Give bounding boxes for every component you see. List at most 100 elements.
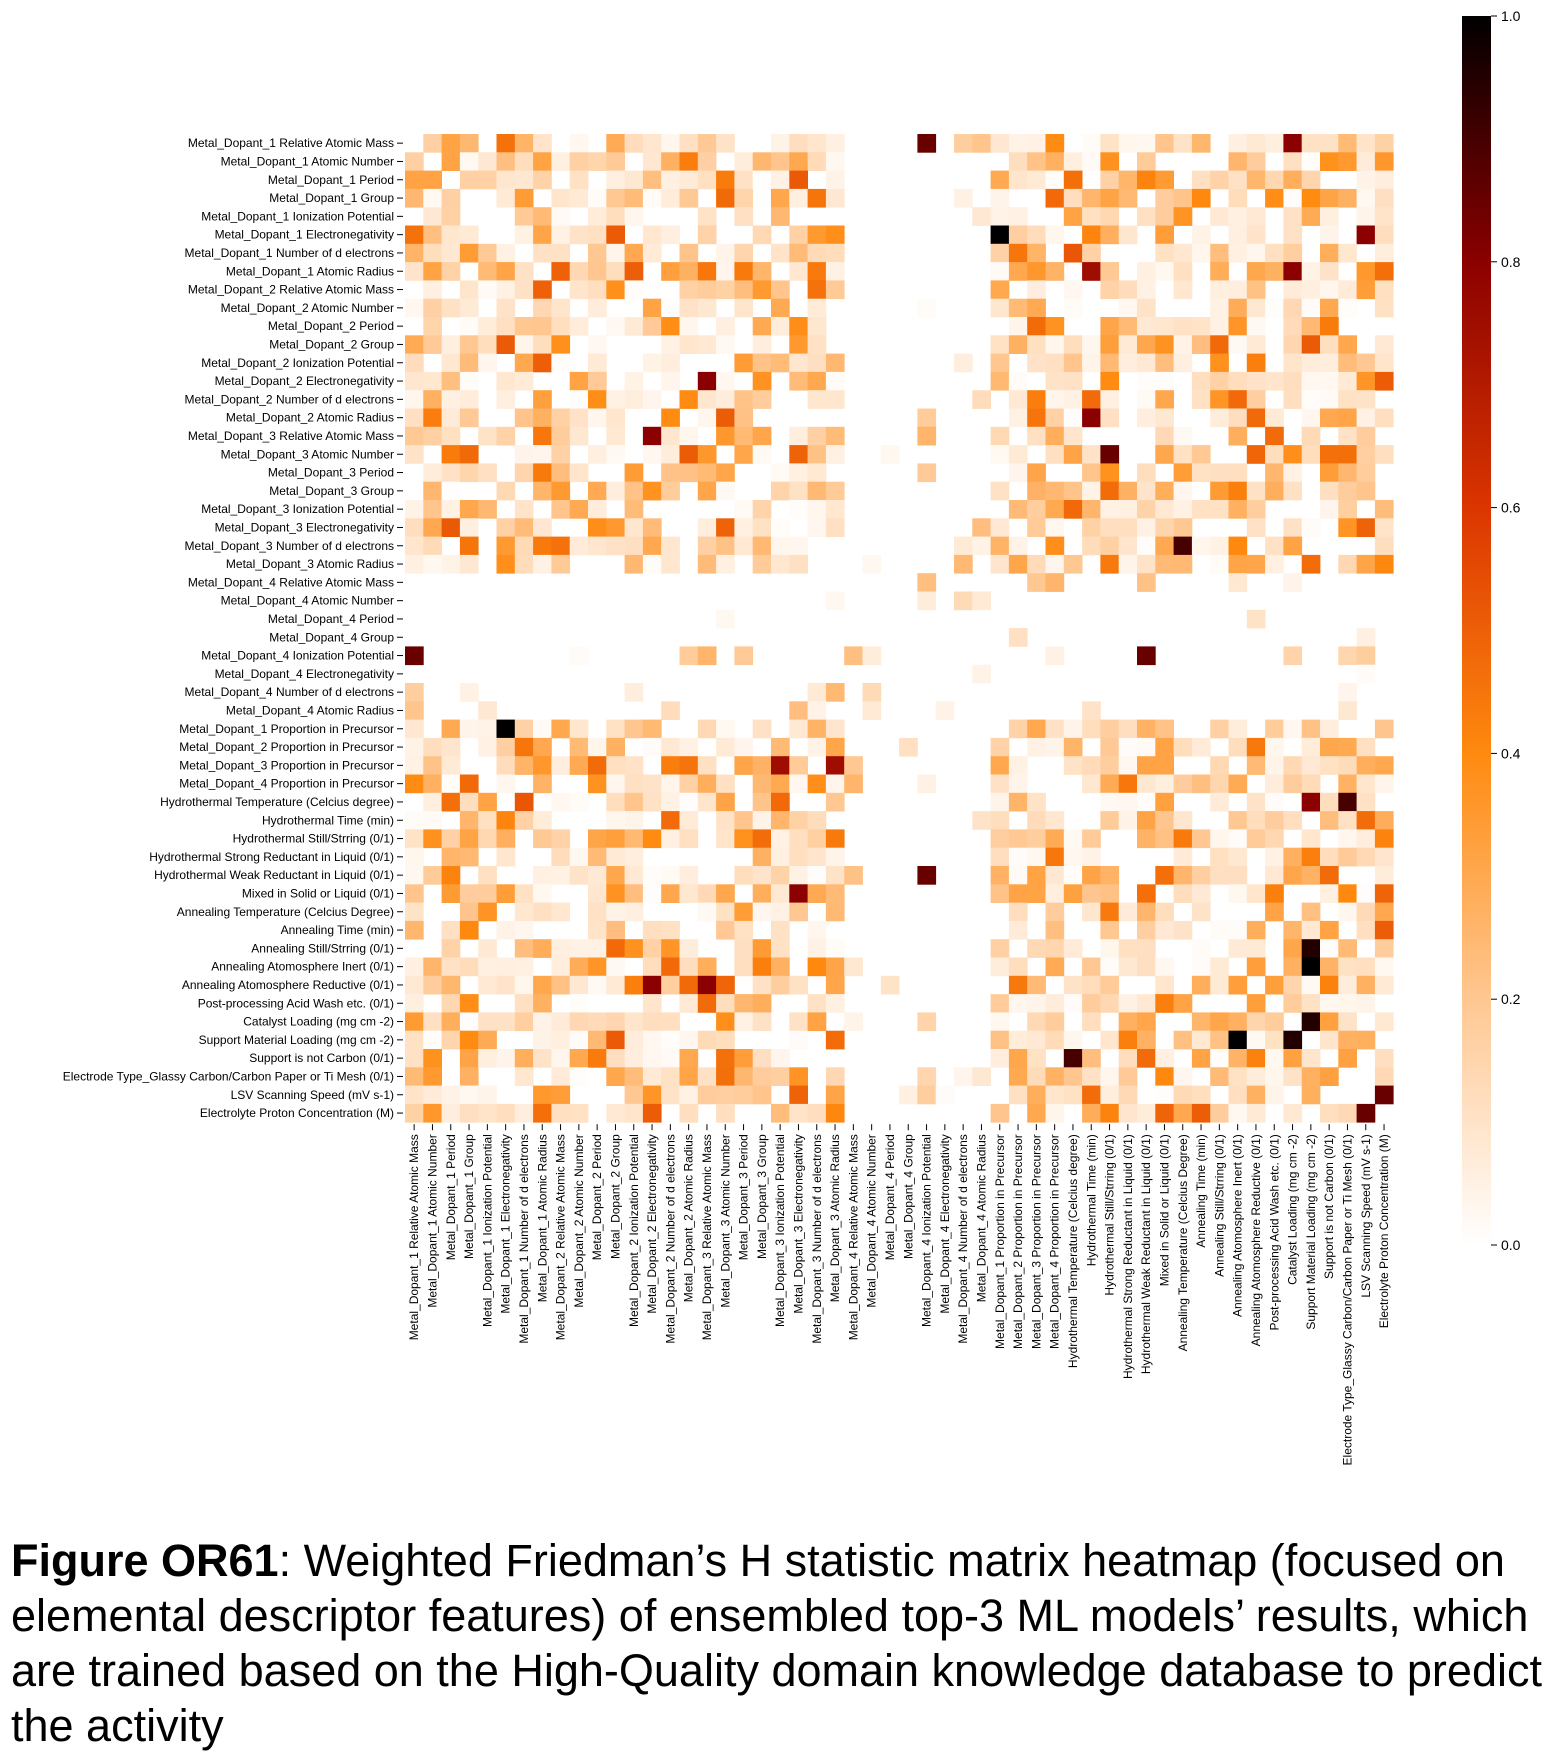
- heatmap-cell: [1338, 188, 1357, 208]
- heatmap-cell: [1137, 573, 1156, 592]
- heatmap-cell: [954, 353, 973, 373]
- heatmap-cell: [825, 390, 845, 409]
- heatmap-cell: [1374, 371, 1394, 391]
- heatmap-cell: [569, 1030, 589, 1050]
- heatmap-cell: [1228, 170, 1248, 190]
- heatmap-cell: [825, 774, 845, 794]
- heatmap-cell: [459, 994, 479, 1013]
- heatmap-cell: [1246, 1030, 1266, 1050]
- heatmap-cell: [807, 298, 827, 318]
- heatmap-cell: [1356, 280, 1376, 300]
- heatmap-cell: [1320, 847, 1339, 867]
- heatmap-cell: [514, 975, 534, 995]
- heatmap-cell: [624, 170, 644, 190]
- heatmap-cells: [405, 134, 1394, 1123]
- heatmap-cell: [661, 408, 680, 428]
- heatmap-cell: [771, 1049, 790, 1068]
- heatmap-cell: [697, 371, 717, 391]
- heatmap-cell: [1155, 1103, 1174, 1123]
- heatmap-cell: [697, 335, 717, 354]
- heatmap-cell: [1137, 207, 1156, 226]
- heatmap-cell: [496, 298, 516, 318]
- heatmap-cell: [1246, 756, 1266, 775]
- heatmap-cell: [642, 134, 662, 153]
- heatmap-cell: [1228, 829, 1248, 849]
- heatmap-cell: [679, 1030, 699, 1050]
- heatmap-cell: [716, 317, 735, 336]
- heatmap-cell: [423, 1085, 442, 1105]
- heatmap-cell: [1137, 829, 1156, 849]
- heatmap-cell: [990, 134, 1010, 153]
- heatmap-cell: [1027, 262, 1046, 281]
- colorbar-tick-label: 0.8: [1501, 254, 1521, 270]
- heatmap-cell: [1027, 335, 1046, 354]
- heatmap-cell: [606, 445, 625, 464]
- heatmap-cell: [1246, 957, 1266, 977]
- heatmap-cell: [734, 152, 754, 171]
- heatmap-cell: [588, 518, 607, 537]
- heatmap-cell: [1137, 792, 1156, 812]
- heatmap-cell: [1045, 1103, 1065, 1123]
- heatmap-cell: [679, 170, 699, 190]
- heatmap-cell: [697, 207, 717, 226]
- heatmap-cell: [1246, 737, 1266, 757]
- heatmap-cell: [606, 920, 625, 940]
- heatmap-cell: [1356, 975, 1376, 995]
- heatmap-cell: [917, 426, 937, 446]
- heatmap-cell: [716, 554, 735, 574]
- heatmap-cell: [1045, 371, 1065, 391]
- heatmap-cell: [1228, 884, 1248, 903]
- heatmap-cell: [990, 847, 1010, 867]
- heatmap-cell: [551, 866, 571, 885]
- heatmap-cell: [1082, 847, 1101, 867]
- heatmap-cell: [1191, 1049, 1211, 1068]
- heatmap-cell: [1100, 737, 1120, 757]
- heatmap-cell: [496, 170, 516, 190]
- heatmap-cell: [496, 152, 516, 171]
- heatmap-cell: [1301, 170, 1321, 190]
- heatmap-cell: [1045, 994, 1065, 1013]
- heatmap-cell: [1045, 902, 1065, 922]
- heatmap-cell: [459, 902, 479, 922]
- heatmap-cell: [1228, 481, 1248, 501]
- heatmap-cell: [642, 170, 662, 190]
- heatmap-cell: [1173, 353, 1193, 373]
- heatmap-cell: [642, 518, 662, 537]
- heatmap-cell: [716, 536, 735, 556]
- heatmap-cell: [1173, 500, 1193, 519]
- heatmap-cell: [1374, 554, 1394, 574]
- heatmap-cell: [588, 243, 607, 263]
- heatmap-cell: [569, 1012, 589, 1032]
- heatmap-cell: [679, 756, 699, 775]
- heatmap-cell: [478, 317, 497, 336]
- heatmap-cell: [496, 481, 516, 501]
- heatmap-cell: [954, 536, 973, 556]
- heatmap-cell: [1228, 188, 1248, 208]
- heatmap-cell: [1374, 225, 1394, 245]
- heatmap-cell: [661, 554, 680, 574]
- heatmap-cell: [1356, 847, 1376, 867]
- heatmap-cell: [423, 243, 442, 263]
- heatmap-cell: [1210, 463, 1229, 483]
- heatmap-cell: [1283, 353, 1303, 373]
- heatmap-cell: [752, 1085, 772, 1105]
- heatmap-cell: [1191, 390, 1211, 409]
- x-tick-label: Annealing Time (min): [1194, 1134, 1208, 1247]
- heatmap-cell: [789, 426, 808, 446]
- heatmap-cell: [1338, 335, 1357, 354]
- heatmap-cell: [789, 884, 808, 903]
- heatmap-cell: [1338, 518, 1357, 537]
- heatmap-cell: [697, 170, 717, 190]
- heatmap-cell: [588, 902, 607, 922]
- heatmap-cell: [972, 1067, 991, 1086]
- heatmap-cell: [405, 554, 424, 574]
- y-tick-label: Hydrothermal Weak Reductant in Liquid (0…: [154, 868, 394, 882]
- heatmap-cell: [1063, 280, 1083, 300]
- heatmap-cell: [990, 243, 1010, 263]
- y-tick-label: Metal_Dopant_1 Group: [269, 191, 394, 205]
- heatmap-cell: [1100, 390, 1120, 409]
- heatmap-cell: [697, 262, 717, 281]
- heatmap-cell: [679, 1103, 699, 1123]
- heatmap-cell: [606, 262, 625, 281]
- heatmap-cell: [459, 371, 479, 391]
